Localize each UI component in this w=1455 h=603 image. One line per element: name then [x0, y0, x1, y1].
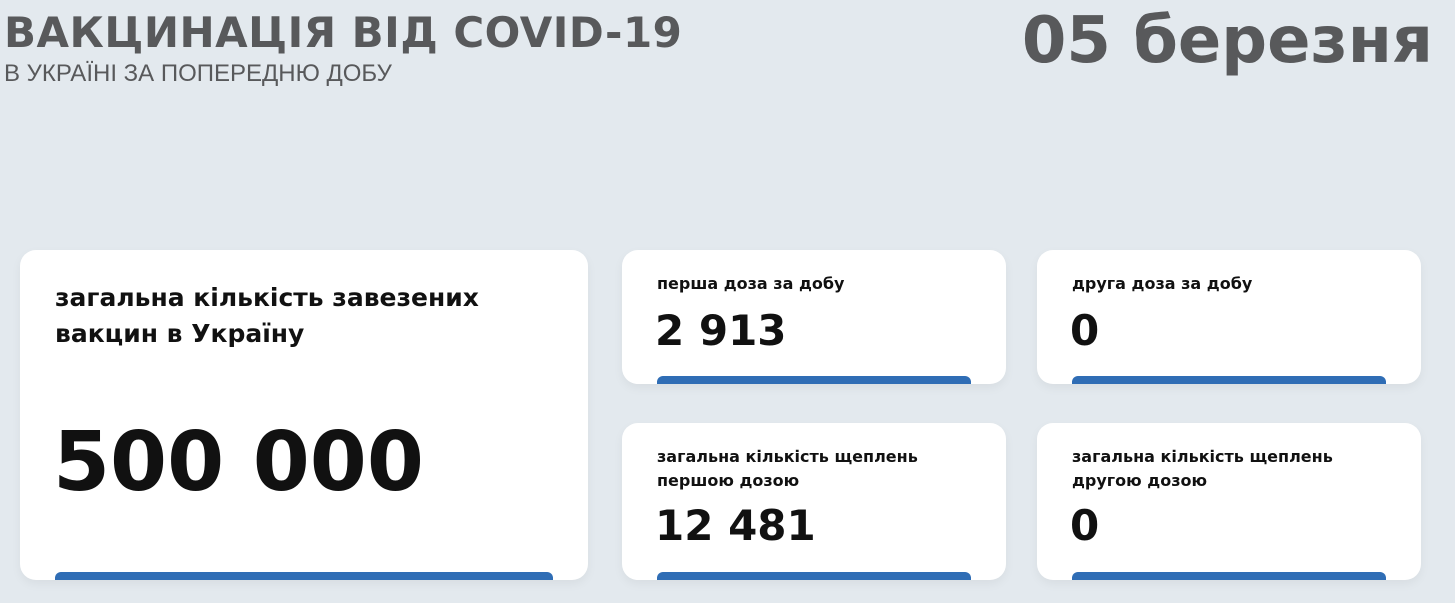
card-value: 500 000: [53, 415, 424, 510]
card-first-dose-daily: перша доза за добу 2 913: [622, 250, 1006, 384]
card-value: 2 913: [655, 306, 787, 355]
accent-bar: [1072, 572, 1386, 580]
card-label: друга доза за добу: [1072, 274, 1253, 293]
card-first-dose-total: загальна кількість щеплень першою дозою …: [622, 423, 1006, 580]
card-label: загальна кількість щеплень першою дозою: [657, 447, 918, 490]
card-second-dose-total: загальна кількість щеплень другою дозою …: [1037, 423, 1421, 580]
card-label: загальна кількість щеплень другою дозою: [1072, 447, 1333, 490]
page-subtitle: В УКРАЇНІ ЗА ПОПЕРЕДНЮ ДОБУ: [4, 60, 392, 87]
card-label: перша доза за добу: [657, 274, 845, 293]
accent-bar: [55, 572, 553, 580]
card-total-delivered: загальна кількість завезених вакцин в Ук…: [20, 250, 588, 580]
report-date: 05 березня: [1021, 4, 1433, 78]
accent-bar: [1072, 376, 1386, 384]
accent-bar: [657, 572, 971, 580]
card-value: 12 481: [655, 501, 816, 550]
card-second-dose-daily: друга доза за добу 0: [1037, 250, 1421, 384]
card-value: 0: [1070, 501, 1100, 550]
card-label: загальна кількість завезених вакцин в Ук…: [55, 283, 479, 348]
accent-bar: [657, 376, 971, 384]
card-value: 0: [1070, 306, 1100, 355]
page-title: ВАКЦИНАЦІЯ ВІД COVID-19: [4, 8, 683, 57]
